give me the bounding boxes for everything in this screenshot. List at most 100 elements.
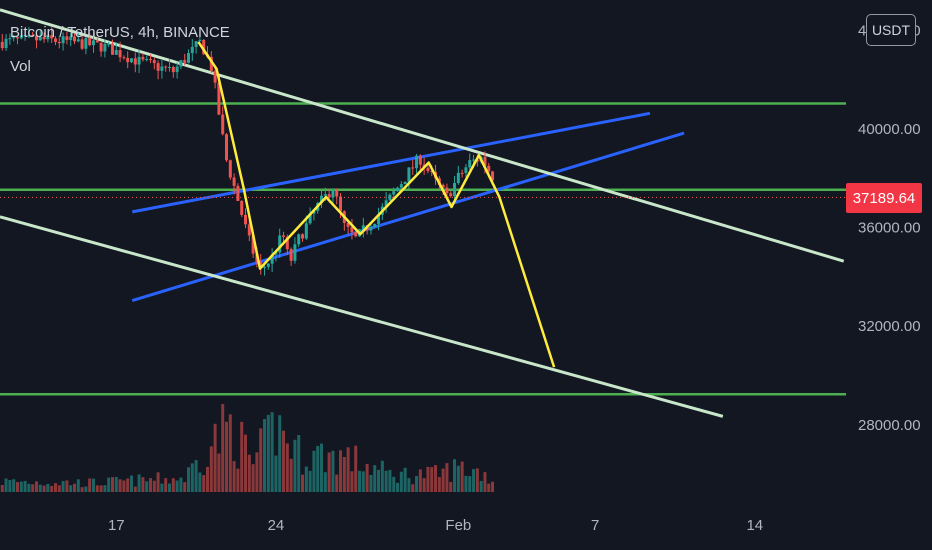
trendline-channel-lower <box>131 131 685 303</box>
trendline-descending-lower <box>0 215 724 418</box>
candle-body <box>23 35 27 37</box>
volume-bar <box>274 455 278 492</box>
x-tick-label: 24 <box>268 517 285 534</box>
candle-body <box>0 41 4 49</box>
volume-bar <box>396 482 400 492</box>
candle-body <box>456 172 460 184</box>
projection-path <box>197 41 556 368</box>
last-price-tag: 37189.64 <box>846 183 922 213</box>
candle-body <box>42 36 46 40</box>
volume-bar <box>42 485 46 492</box>
volume-bar <box>282 430 286 492</box>
candle-body <box>377 214 381 224</box>
candle-body <box>236 185 240 201</box>
candle-body <box>388 194 392 201</box>
volume-bar <box>456 465 460 492</box>
volume-bar <box>437 477 441 492</box>
volume-bar <box>320 443 324 492</box>
candle-body <box>308 213 312 224</box>
candle-body <box>122 57 126 59</box>
volume-bar <box>358 470 362 492</box>
volume-bar <box>316 445 320 492</box>
volume-bar <box>34 481 38 492</box>
candle-body <box>274 252 278 255</box>
volume-bar <box>266 414 270 492</box>
candle-body <box>369 226 373 231</box>
volume-bar <box>327 452 331 492</box>
candle-body <box>285 236 289 250</box>
candle-body <box>61 36 65 44</box>
candle-body <box>99 42 103 52</box>
candle-body <box>19 35 23 39</box>
candle-body <box>270 254 274 264</box>
volume-bar <box>491 481 495 492</box>
candle-body <box>198 39 202 42</box>
candle-body <box>194 41 198 47</box>
volume-bar <box>407 478 411 492</box>
candle-body <box>179 60 183 67</box>
currency-button[interactable]: USDT <box>866 14 916 46</box>
candle-body <box>426 167 430 172</box>
volume-bar <box>278 415 282 492</box>
candle-body <box>320 195 324 203</box>
candle-body <box>57 41 61 44</box>
candle-body <box>464 167 468 173</box>
volume-bar <box>430 467 434 492</box>
volume-bar <box>483 472 487 492</box>
volume-bar <box>8 480 12 492</box>
volume-bar <box>422 478 426 492</box>
candle-body <box>418 155 422 165</box>
candle-body <box>472 159 476 161</box>
volume-bar <box>270 412 274 492</box>
volume-bar <box>415 475 419 492</box>
volume-bar <box>152 480 156 492</box>
volume-bar <box>475 468 479 492</box>
candle-body <box>15 37 19 39</box>
volume-bar <box>240 421 244 492</box>
volume-bar <box>15 482 19 492</box>
candle-body <box>129 58 133 63</box>
candle-body <box>289 249 293 261</box>
candle-body <box>175 66 179 73</box>
volume-bar <box>312 450 316 492</box>
volume-indicator-label[interactable]: Vol <box>10 58 31 75</box>
volume-bar <box>187 467 191 492</box>
volume-bar <box>304 466 308 492</box>
volume-bar <box>373 465 377 492</box>
candle-body <box>209 56 213 71</box>
y-tick-label: 36000.00 <box>858 220 921 237</box>
volume-bar <box>19 481 23 492</box>
volume-bar <box>285 443 289 492</box>
candle-body <box>217 82 221 115</box>
volume-bar <box>263 419 267 492</box>
volume-bar <box>384 470 388 492</box>
trendline-channel-upper <box>131 111 651 214</box>
candle-body <box>95 40 99 43</box>
volume-bar <box>350 471 354 492</box>
candle-body <box>449 193 453 197</box>
candle-body <box>114 50 118 55</box>
candle-body <box>190 46 194 54</box>
volume-bar <box>12 479 16 492</box>
candle-body <box>468 160 472 168</box>
candle-body <box>441 184 445 188</box>
candle-body <box>240 200 244 215</box>
candle-body <box>27 34 31 36</box>
volume-bar <box>23 480 27 492</box>
candle-body <box>126 57 130 63</box>
volume-bar <box>301 474 305 492</box>
volume-bar <box>464 475 468 492</box>
x-tick-label: 7 <box>591 517 599 534</box>
candle-body <box>354 232 358 237</box>
volume-bar <box>247 454 251 492</box>
candle-body <box>430 171 434 173</box>
candle-body <box>69 36 73 40</box>
candle-body <box>392 191 396 195</box>
volume-bar <box>213 423 217 492</box>
symbol-title[interactable]: Bitcoin / TetherUS, 4h, BINANCE <box>10 24 230 41</box>
candle-body <box>415 155 419 169</box>
volume-bar <box>31 484 35 492</box>
candle-body <box>133 58 137 65</box>
